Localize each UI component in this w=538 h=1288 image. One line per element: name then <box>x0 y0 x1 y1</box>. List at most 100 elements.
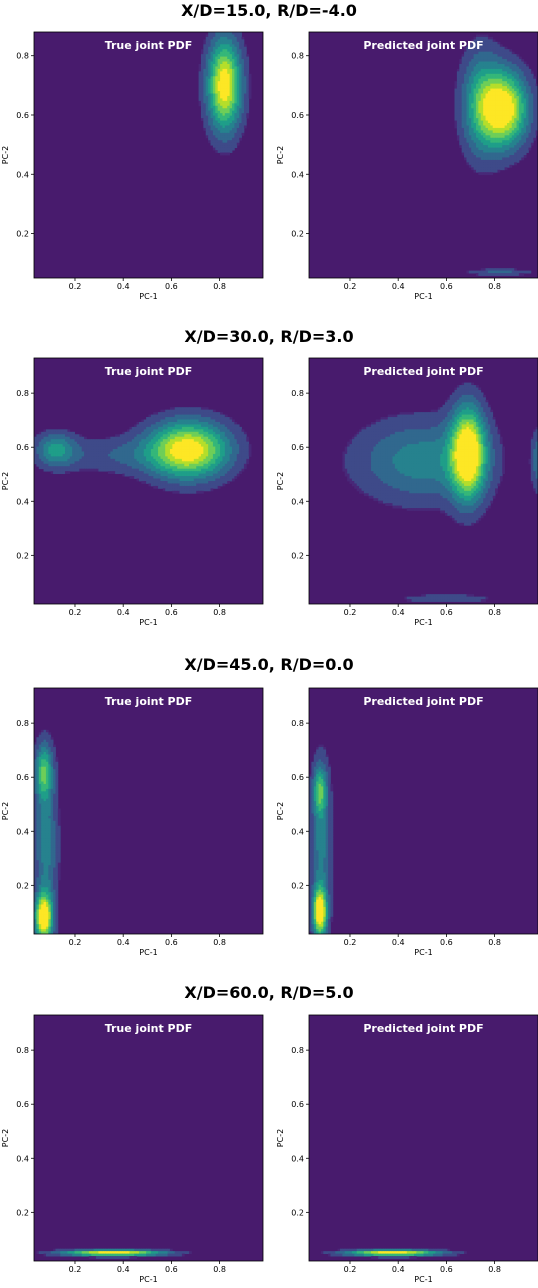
contour-cell <box>222 476 226 479</box>
contour-cell <box>461 404 465 408</box>
contour-cell <box>165 441 168 445</box>
contour-cell <box>200 426 204 430</box>
contour-cell <box>243 93 247 97</box>
contour-cell <box>208 132 211 136</box>
contour-cell <box>506 71 510 75</box>
contour-cell <box>148 476 152 479</box>
contour-cell <box>48 449 52 452</box>
contour-cell <box>212 456 216 460</box>
contour-cell <box>437 409 441 413</box>
contour-cell <box>119 456 123 460</box>
contour-cell <box>229 444 233 447</box>
contour-cell <box>210 36 214 40</box>
contour-cell <box>231 103 235 107</box>
contour-cell <box>36 461 40 465</box>
contour-cell <box>504 147 508 151</box>
contour-cell <box>162 468 166 472</box>
contour-cell <box>227 108 231 112</box>
contour-cell <box>158 436 161 440</box>
contour-cell <box>464 91 467 94</box>
contour-cell <box>208 39 211 43</box>
contour-cell <box>184 421 188 425</box>
contour-cell <box>234 83 238 87</box>
contour-cell <box>246 81 250 85</box>
contour-cell <box>485 63 489 67</box>
contour-cell <box>234 91 238 94</box>
contour-cell <box>229 95 233 99</box>
contour-cell <box>236 86 240 89</box>
contour-cell <box>129 463 133 467</box>
contour-cell <box>205 483 209 487</box>
contour-cell <box>105 446 109 450</box>
contour-cell <box>196 436 199 440</box>
contour-cell <box>212 44 216 48</box>
contour-cell <box>105 453 109 457</box>
contour-cell <box>45 436 49 440</box>
contour-cell <box>523 145 527 149</box>
contour-cell <box>224 473 228 477</box>
contour-cell <box>210 78 214 82</box>
contour-cell <box>485 88 489 92</box>
contour-cell <box>234 468 238 472</box>
contour-cell <box>165 451 168 455</box>
contour-cell <box>490 73 494 77</box>
contour-cell <box>148 473 152 477</box>
contour-cell <box>231 61 235 65</box>
contour-cell <box>475 137 479 141</box>
contour-cell <box>129 426 133 430</box>
contour-cell <box>497 127 501 131</box>
contour-cell <box>41 461 44 465</box>
contour-cell <box>495 132 498 136</box>
contour-cell <box>485 402 489 406</box>
contour-cell <box>208 441 211 445</box>
y-tick-label: 0.2 <box>16 230 29 239</box>
contour-cell <box>160 461 164 465</box>
contour-cell <box>241 108 245 112</box>
contour-cell <box>502 81 506 85</box>
contour-cell <box>84 453 87 457</box>
contour-cell <box>98 439 102 443</box>
contour-cell <box>200 419 204 423</box>
contour-cell <box>43 429 47 433</box>
contour-cell <box>200 81 204 85</box>
contour-cell <box>193 419 197 423</box>
contour-cell <box>464 59 467 62</box>
contour-cell <box>65 441 68 445</box>
contour-cell <box>461 81 465 85</box>
contour-cell <box>487 39 491 43</box>
contour-cell <box>155 471 159 475</box>
contour-cell <box>495 118 498 121</box>
contour-cell <box>150 441 154 445</box>
contour-cell <box>478 402 482 406</box>
contour-cell <box>127 456 130 460</box>
contour-cell <box>471 83 474 87</box>
contour-cell <box>169 461 173 465</box>
contour-cell <box>76 466 80 470</box>
contour-cell <box>141 478 145 482</box>
contour-cell <box>198 490 202 494</box>
contour-cell <box>217 421 221 425</box>
contour-cell <box>229 137 233 141</box>
contour-cell <box>380 417 384 420</box>
contour-cell <box>84 466 87 470</box>
contour-cell <box>473 63 477 67</box>
contour-cell <box>158 461 161 465</box>
contour-cell <box>55 449 59 452</box>
contour-cell <box>69 441 73 445</box>
contour-cell <box>231 63 235 67</box>
contour-cell <box>224 424 228 428</box>
contour-cell <box>478 159 482 163</box>
contour-cell <box>165 458 168 462</box>
contour-cell <box>495 91 498 94</box>
contour-cell <box>205 458 209 462</box>
contour-cell <box>208 488 211 492</box>
contour-cell <box>210 478 214 482</box>
contour-cell <box>236 426 240 430</box>
contour-cell <box>528 81 532 85</box>
contour-cell <box>160 439 164 443</box>
contour-cell <box>497 103 501 107</box>
contour-cell <box>464 385 467 388</box>
contour-cell <box>217 476 221 479</box>
contour-cell <box>91 446 95 450</box>
